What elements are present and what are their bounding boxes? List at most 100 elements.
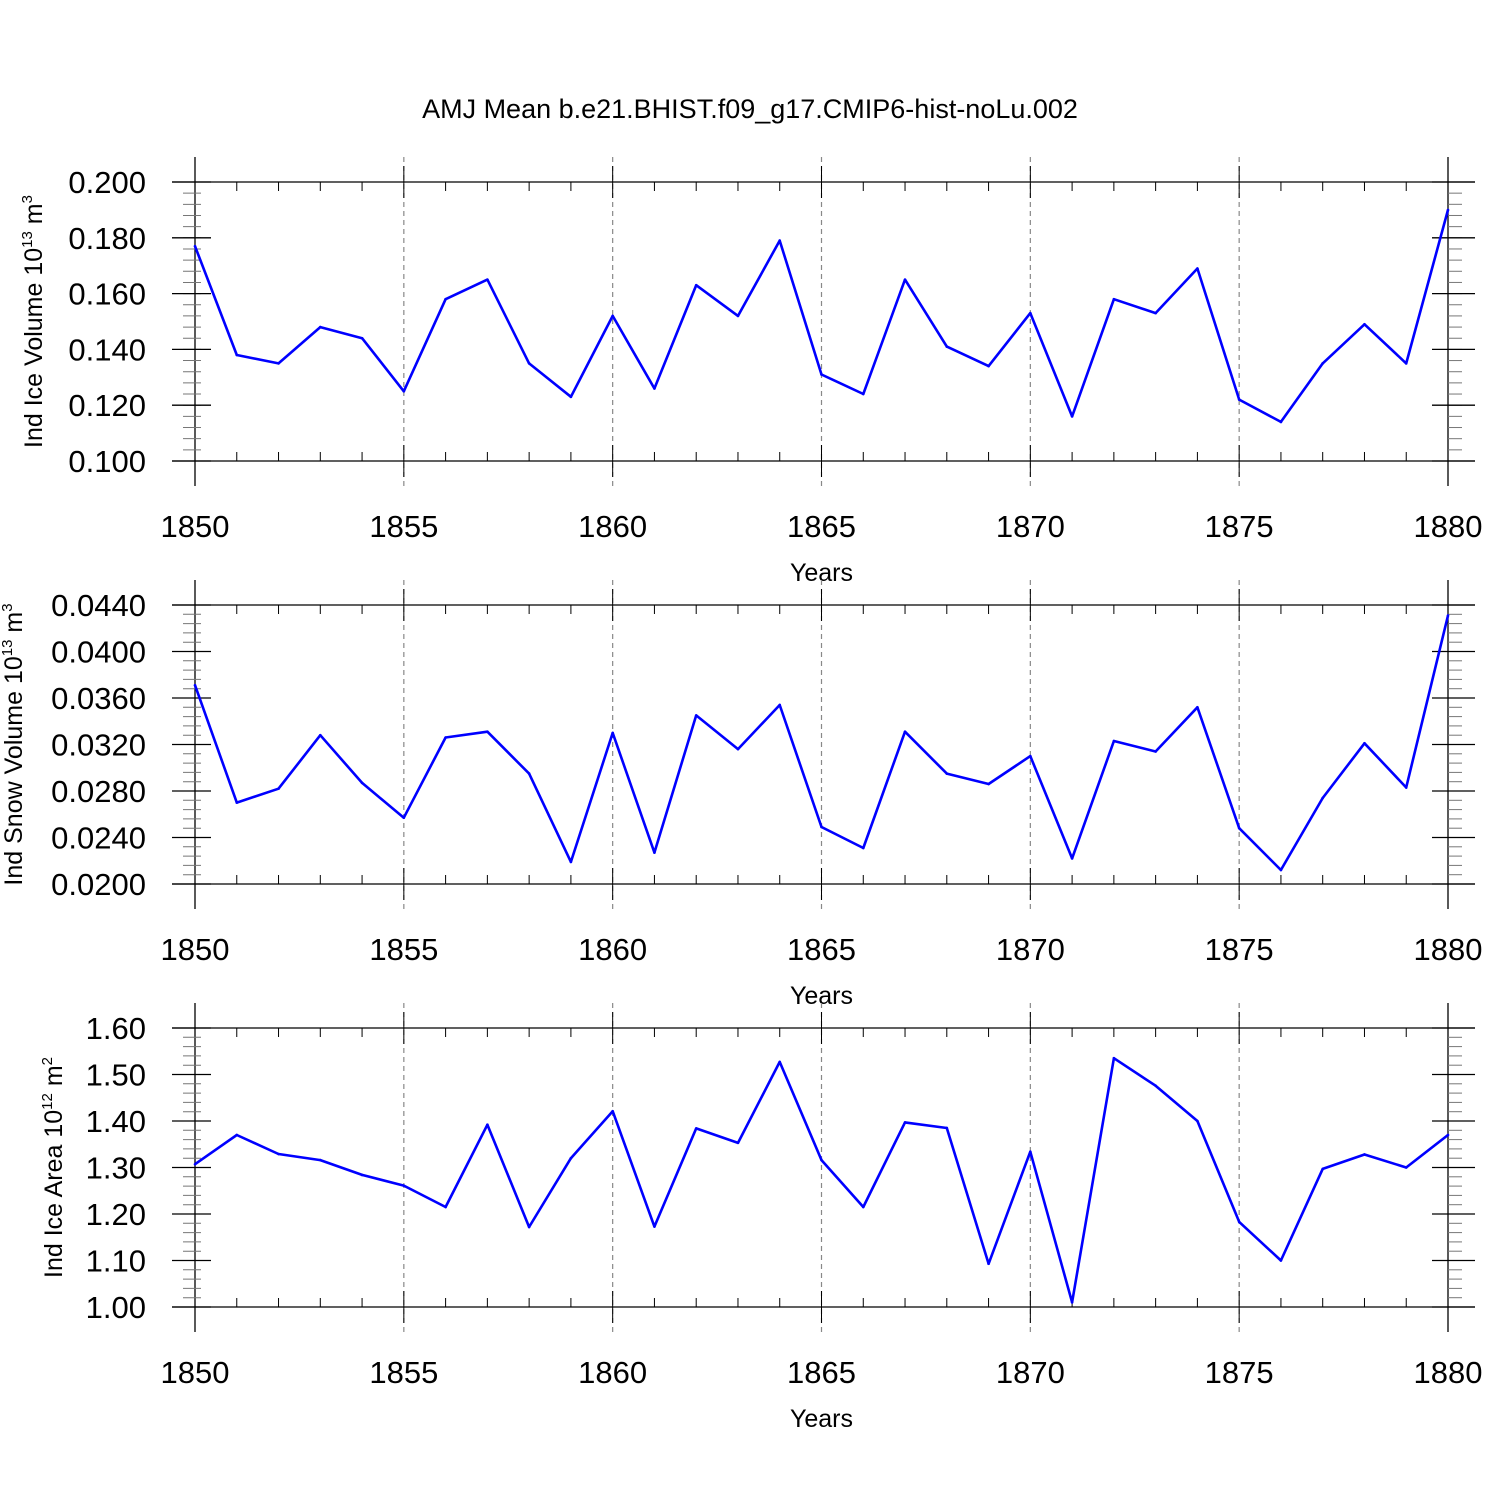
y-tick-label: 0.140	[68, 332, 146, 367]
data-point	[1154, 311, 1157, 315]
data-point	[486, 1123, 489, 1127]
data-point	[1154, 750, 1157, 753]
data-point	[527, 772, 531, 775]
data-point	[611, 1109, 614, 1113]
x-tick-label: 1870	[996, 932, 1065, 967]
data-point	[1404, 786, 1408, 789]
data-point	[1237, 1220, 1241, 1224]
y-tick-label: 0.0320	[51, 728, 146, 763]
data-point	[861, 846, 865, 850]
x-tick-label: 1860	[578, 1355, 647, 1390]
data-point	[653, 851, 656, 854]
data-point	[193, 683, 197, 687]
x-tick-label: 1870	[996, 509, 1065, 544]
y-tick-label: 0.0360	[51, 681, 146, 716]
data-point	[360, 781, 364, 785]
y-axis-label-text: Ind Ice Volume 10	[20, 248, 48, 448]
y-tick-label: 1.60	[86, 1011, 146, 1046]
data-point	[653, 387, 656, 390]
data-point	[1154, 1084, 1157, 1087]
x-tick-label: 1875	[1205, 509, 1274, 544]
figure-title: AMJ Mean b.e21.BHIST.f09_g17.CMIP6-hist-…	[422, 94, 1078, 124]
data-point	[569, 1156, 573, 1160]
data-point	[360, 336, 364, 340]
data-point	[319, 1158, 322, 1162]
x-tick-label: 1850	[161, 932, 230, 967]
x-tick-label: 1880	[1414, 932, 1483, 967]
data-point	[820, 825, 823, 829]
data-point	[611, 314, 614, 318]
data-point	[444, 1205, 447, 1209]
x-tick-label: 1855	[369, 932, 438, 967]
x-tick-label: 1875	[1205, 932, 1274, 967]
data-point	[1363, 1153, 1366, 1156]
data-point	[402, 389, 406, 393]
y-axis-label-superscript: 3	[0, 603, 16, 611]
data-point	[277, 362, 280, 365]
data-point	[611, 731, 614, 735]
y-tick-label: 1.30	[86, 1151, 146, 1186]
y-tick-label: 0.0440	[51, 588, 146, 623]
data-point	[736, 747, 740, 751]
data-point	[1112, 1056, 1116, 1060]
data-point	[277, 1152, 280, 1156]
data-point	[987, 364, 990, 368]
x-tick-label: 1865	[787, 509, 856, 544]
data-point	[444, 297, 447, 301]
chart-panels: 1850 1855 1860 1865 1870 1875 1880 0.100 0.120 0.…	[0, 157, 1482, 1433]
y-tick-label: 0.0240	[51, 821, 146, 856]
data-point	[653, 1225, 656, 1228]
data-point	[1321, 362, 1324, 365]
data-point	[1196, 267, 1199, 270]
data-point	[861, 392, 865, 396]
data-point	[1446, 1133, 1450, 1137]
data-point	[861, 1205, 865, 1209]
data-point	[945, 1126, 949, 1130]
data-point	[235, 353, 239, 357]
data-point	[1404, 362, 1408, 365]
data-point	[736, 1141, 740, 1145]
data-point	[1237, 398, 1241, 401]
y-axis-label-text: m	[0, 612, 28, 640]
y-tick-label: 0.120	[68, 388, 146, 423]
x-tick-label: 1850	[161, 509, 230, 544]
data-point	[1029, 311, 1032, 315]
x-tick-label: 1880	[1414, 509, 1483, 544]
data-point	[1363, 322, 1366, 326]
data-point	[1196, 1119, 1199, 1123]
data-point	[193, 244, 197, 248]
data-point	[569, 395, 573, 399]
y-tick-label: 1.20	[86, 1197, 146, 1232]
x-tick-label: 1865	[787, 1355, 856, 1390]
data-point	[1321, 796, 1324, 800]
data-point	[569, 860, 573, 864]
data-point	[1237, 826, 1241, 830]
y-tick-label: 0.180	[68, 221, 146, 256]
x-tick-label: 1850	[161, 1355, 230, 1390]
data-point	[820, 1158, 823, 1162]
data-point	[1112, 297, 1116, 301]
data-point	[1446, 208, 1450, 212]
x-tick-label: 1875	[1205, 1355, 1274, 1390]
y-tick-label: 0.160	[68, 277, 146, 312]
y-tick-label: 0.200	[68, 165, 146, 200]
data-point	[1112, 739, 1116, 743]
data-point	[527, 1225, 531, 1229]
data-point	[987, 1262, 990, 1266]
data-point	[1321, 1167, 1324, 1171]
chart-panel-3: 1850 1855 1860 1865 1870 1875 1880 1.00 1.10 1.20…	[39, 1003, 1482, 1433]
x-tick-label: 1865	[787, 932, 856, 967]
data-point	[1196, 706, 1199, 709]
x-tick-label: 1860	[578, 932, 647, 967]
data-point	[945, 345, 949, 348]
y-axis-label: Ind Ice Volume 1013 m3	[19, 195, 48, 448]
data-point	[1070, 857, 1074, 860]
data-point	[319, 325, 322, 329]
y-axis-label: Ind Snow Volume 1013 m3	[0, 603, 28, 885]
data-point	[235, 801, 239, 804]
data-point	[1070, 415, 1074, 418]
data-point	[1029, 1150, 1032, 1153]
data-point	[903, 1121, 907, 1124]
data-point	[1070, 1301, 1074, 1304]
data-point	[778, 1060, 782, 1064]
